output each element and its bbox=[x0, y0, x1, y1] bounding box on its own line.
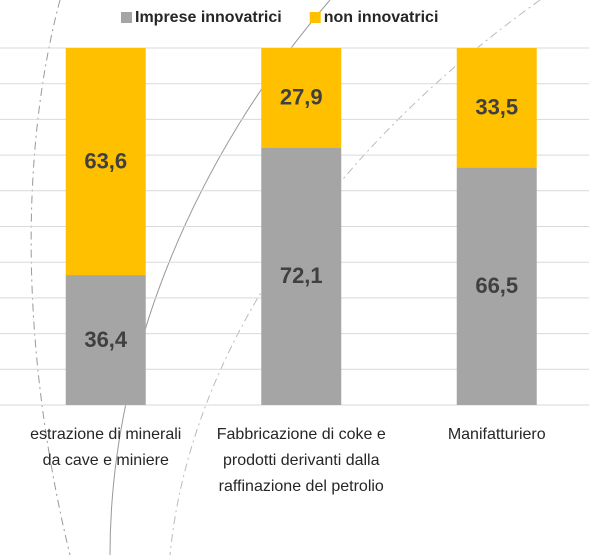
data-label: 33,5 bbox=[475, 95, 518, 120]
x-tick-label: Manifatturiero bbox=[447, 426, 546, 443]
bar-segment bbox=[261, 147, 342, 405]
data-label: 63,6 bbox=[84, 148, 127, 173]
legend-swatch bbox=[121, 12, 132, 23]
x-tick-label: Fabbricazione di coke e prodotti derivan… bbox=[216, 426, 386, 495]
legend-label: non innovatrici bbox=[324, 9, 439, 26]
bar-segment bbox=[456, 167, 537, 405]
legend-label: Imprese innovatrici bbox=[135, 9, 282, 26]
data-label: 36,4 bbox=[84, 327, 128, 352]
bar-segment bbox=[65, 48, 146, 276]
legend-swatch bbox=[309, 12, 321, 23]
x-tick-label: estrazione di minerali da cave e miniere bbox=[30, 426, 182, 469]
bar-segment bbox=[65, 275, 146, 405]
data-label: 27,9 bbox=[280, 85, 323, 110]
data-label: 66,5 bbox=[475, 273, 518, 298]
bar-segment bbox=[261, 48, 342, 148]
bar-segment bbox=[456, 48, 537, 168]
decoration bbox=[30, 0, 71, 555]
data-label: 72,1 bbox=[280, 263, 323, 288]
